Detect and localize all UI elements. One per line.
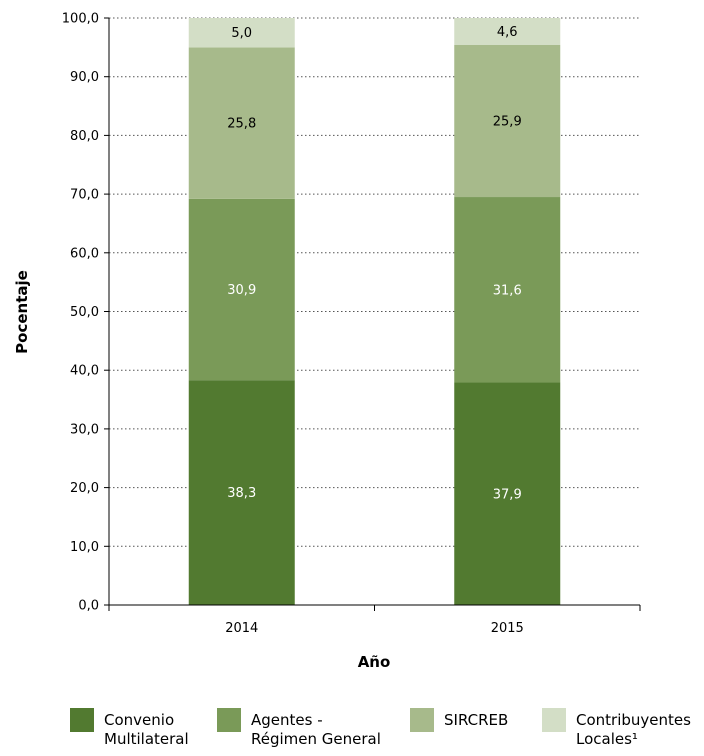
legend-swatch <box>217 708 241 732</box>
legend-label: Convenio Multilateral <box>104 711 189 748</box>
legend: Convenio Multilateral Agentes - Régimen G… <box>70 708 704 756</box>
y-tick-label: 30,0 <box>70 422 99 437</box>
bar-segment <box>188 198 295 381</box>
data-label: 4,6 <box>497 25 518 40</box>
legend-label: Contribuyentes Locales¹ <box>576 711 691 748</box>
y-tick-label: 60,0 <box>70 246 99 261</box>
y-tick-label: 90,0 <box>70 70 99 85</box>
bar-segment <box>188 18 295 48</box>
bar-segment <box>454 18 561 46</box>
y-tick-label: 80,0 <box>70 129 99 144</box>
y-tick-label: 70,0 <box>70 188 99 203</box>
bar-segment <box>454 197 561 383</box>
legend-item: SIRCREB <box>410 708 508 732</box>
legend-label: Agentes - Régimen General <box>251 711 381 748</box>
data-label: 25,9 <box>493 115 522 130</box>
x-axis-title: Año <box>358 653 391 671</box>
y-tick-label: 20,0 <box>70 481 99 496</box>
legend-item: Contribuyentes Locales¹ <box>542 708 691 749</box>
x-tick-label: 2015 <box>491 621 524 636</box>
bar-segment <box>188 380 295 605</box>
legend-label: SIRCREB <box>444 711 509 729</box>
data-label: 25,8 <box>227 117 256 132</box>
legend-swatch <box>542 708 566 732</box>
y-tick-label: 100,0 <box>62 12 99 27</box>
x-tick-label: 2014 <box>225 621 258 636</box>
legend-item: Agentes - Régimen General <box>217 708 381 749</box>
y-axis-title: Pocentaje <box>13 270 31 354</box>
y-tick-label: 0,0 <box>78 599 99 614</box>
data-label: 38,3 <box>227 486 256 501</box>
axes: 0,0 10,0 20,0 30,0 40,0 50,0 60,0 70,0 80,0 90,0 1… <box>62 12 641 636</box>
data-label: 30,9 <box>227 283 256 298</box>
data-label: 37,9 <box>493 487 522 502</box>
data-label: 31,6 <box>493 283 522 298</box>
bar-segment <box>454 45 561 198</box>
stacked-bar-chart: 38,3 30,9 25,8 5,0 37,9 31,6 25,9 4,6 0,0 10,0 20… <box>13 12 641 671</box>
gridlines <box>109 17 640 547</box>
legend-swatch <box>410 708 434 732</box>
legend-swatch <box>70 708 94 732</box>
bar-segment <box>454 382 561 605</box>
y-tick-label: 10,0 <box>70 540 99 555</box>
bar-segment <box>188 47 295 199</box>
bars: 38,3 30,9 25,8 5,0 37,9 31,6 25,9 4,6 <box>188 18 561 605</box>
y-tick-label: 40,0 <box>70 364 99 379</box>
data-label: 5,0 <box>231 26 252 41</box>
y-tick-label: 50,0 <box>70 305 99 320</box>
legend-item: Convenio Multilateral <box>70 708 189 749</box>
